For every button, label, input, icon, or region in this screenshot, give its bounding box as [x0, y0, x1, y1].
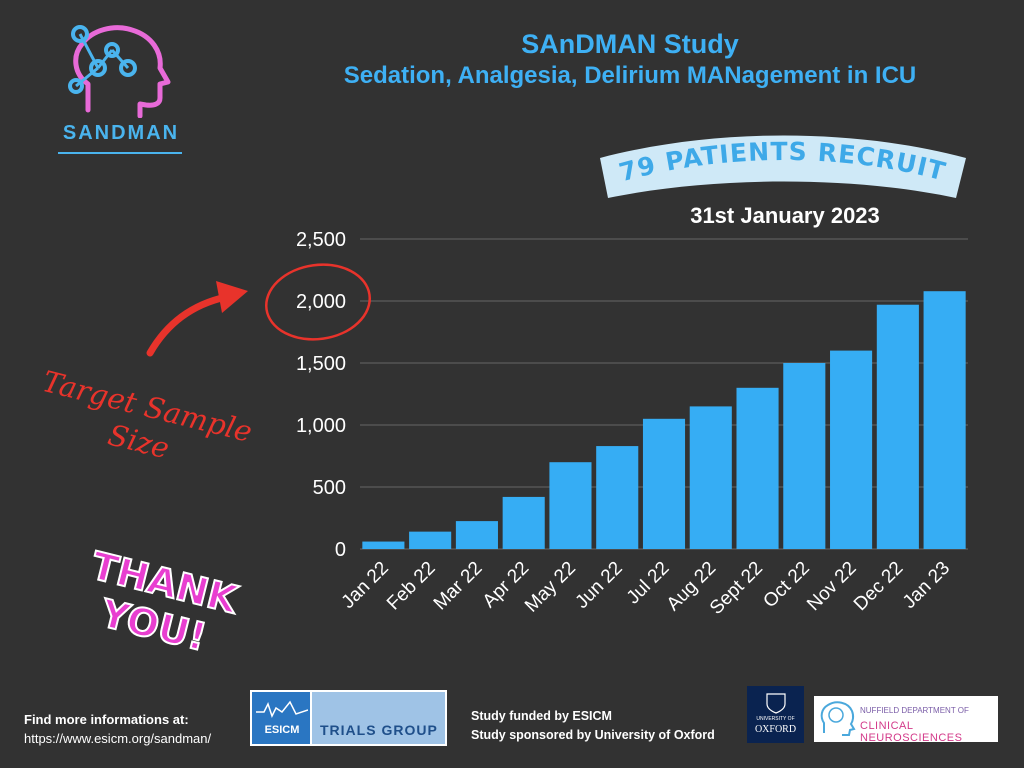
y-tick-label: 2,000: [296, 291, 346, 313]
info-label: Find more informations at:: [24, 712, 189, 727]
trials-group-text: TRIALS GROUP: [320, 722, 438, 738]
sandman-head-logo: [68, 25, 171, 118]
recruitment-banner: 2079 PATIENTS RECRUITED: [594, 118, 966, 198]
info-link[interactable]: https://www.esicm.org/sandman/: [24, 731, 212, 746]
bar-dec-22: [876, 304, 919, 549]
bar-aug-22: [689, 406, 732, 549]
y-tick-label: 0: [335, 539, 346, 561]
y-tick-label: 1,500: [296, 353, 346, 375]
y-tick-label: 1,000: [296, 415, 346, 437]
bar-oct-22: [783, 363, 826, 549]
recruitment-date: 31st January 2023: [690, 203, 880, 228]
logo-wordmark: SANDMAN: [62, 122, 180, 144]
y-tick-label: 500: [313, 477, 346, 499]
chart-bars: [362, 291, 966, 549]
y-tick-label: 2,500: [296, 229, 346, 251]
page-title: SAnDMAN Study: [521, 29, 739, 59]
ndcn-line-1: NUFFIELD DEPARTMENT OF: [860, 706, 969, 715]
x-tick-label: Jan 22: [338, 558, 393, 613]
oxford-name-text: OXFORD: [754, 724, 797, 735]
sponsor-text: Study sponsored by University of Oxford: [471, 728, 715, 742]
bar-jan-23: [923, 291, 966, 549]
x-tick-label: Dec 22: [850, 558, 907, 615]
logo-underline: [58, 152, 182, 154]
bar-may-22: [549, 462, 592, 549]
bar-feb-22: [409, 531, 452, 549]
ndcn-logo: NUFFIELD DEPARTMENT OF CLINICAL NEUROSCI…: [814, 696, 998, 744]
x-tick-label: May 22: [521, 558, 580, 617]
bar-jan-22: [362, 541, 405, 549]
bar-apr-22: [502, 496, 545, 549]
thank-you-text: THANK YOU!: [66, 541, 252, 668]
bar-sept-22: [736, 387, 779, 549]
oxford-crest-icon: [766, 693, 786, 714]
x-tick-label: Nov 22: [803, 558, 860, 615]
oxford-small-text: UNIVERSITY OF: [756, 716, 795, 722]
x-tick-label: Feb 22: [383, 558, 440, 615]
esicm-logo-text: ESICM: [264, 724, 300, 736]
x-tick-label: Jun 22: [572, 558, 627, 613]
bar-mar-22: [455, 521, 498, 549]
target-annotation-graphic: [146, 263, 372, 357]
oxford-logo: UNIVERSITY OF OXFORD: [747, 686, 804, 743]
target-arrow-head: [216, 281, 248, 313]
x-tick-label: Mar 22: [430, 558, 487, 615]
bar-jun-22: [596, 446, 639, 549]
x-tick-label: Sept 22: [706, 558, 767, 619]
target-circle: [264, 263, 372, 341]
ndcn-line-2: CLINICAL NEUROSCIENCES: [860, 720, 963, 744]
chart-y-ticks: 0 500 1,000 1,500 2,000 2,500: [296, 229, 346, 561]
brain-icon: [820, 701, 856, 736]
esicm-trials-group-logo: ESICM TRIALS GROUP: [250, 690, 447, 746]
funding-text: Study funded by ESICM: [471, 709, 612, 723]
page-subtitle: Sedation, Analgesia, Delirium MANagement…: [343, 62, 917, 89]
bar-jul-22: [642, 418, 686, 549]
target-arrow: [146, 293, 230, 357]
bar-nov-22: [830, 350, 873, 549]
x-tick-label: Jan 23: [899, 558, 954, 613]
